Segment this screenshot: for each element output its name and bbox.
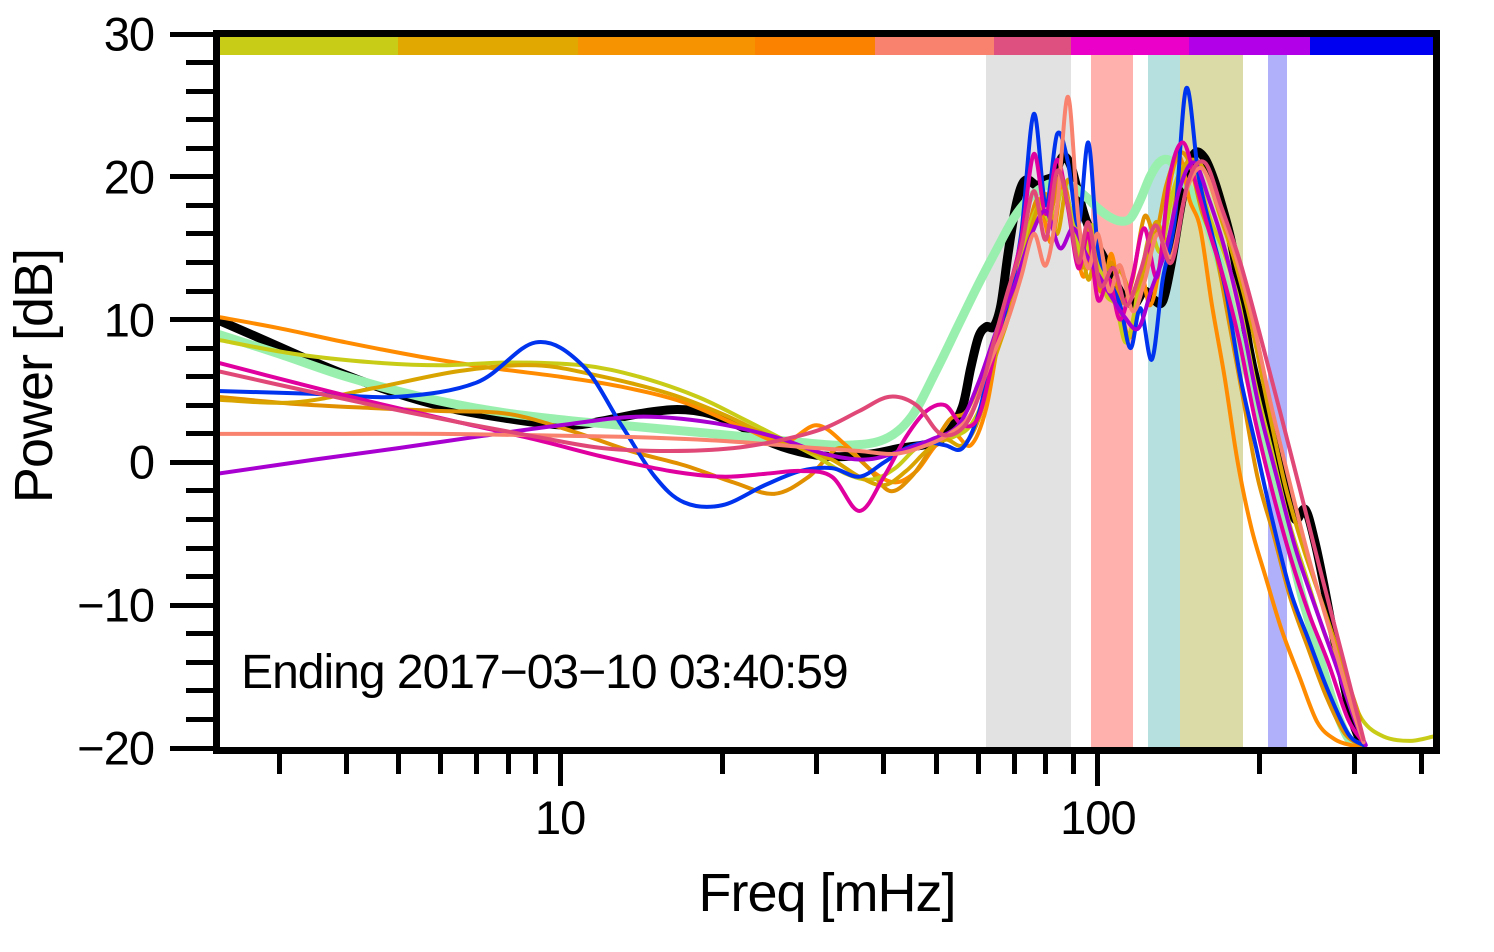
axis-frame-top	[213, 30, 1440, 37]
ending-timestamp-annotation: Ending 2017−03−10 03:40:59	[241, 646, 849, 700]
x-minor-tick	[438, 752, 444, 774]
y-minor-tick	[186, 145, 220, 151]
axis-frame-right	[1433, 30, 1440, 754]
y-axis-title: Power [dB]	[4, 248, 64, 504]
x-major-tick	[557, 752, 563, 786]
y-major-tick	[170, 745, 220, 751]
x-minor-tick	[1070, 752, 1076, 774]
y-tick-label: 10	[103, 293, 155, 347]
trace-trace-magenta	[217, 140, 1366, 745]
y-minor-tick	[186, 574, 220, 580]
y-minor-tick	[186, 117, 220, 123]
y-minor-tick	[186, 488, 220, 494]
band-pink	[1090, 48, 1133, 748]
x-minor-tick	[881, 752, 887, 774]
y-major-tick	[170, 31, 220, 37]
x-minor-tick	[1012, 752, 1018, 774]
plot-area: Ending 2017−03−10 03:40:59	[217, 34, 1433, 748]
y-tick-label: 30	[103, 7, 155, 61]
y-major-tick	[170, 459, 220, 465]
x-minor-tick	[1257, 752, 1263, 774]
x-minor-tick	[474, 752, 480, 774]
y-minor-tick	[186, 259, 220, 265]
y-minor-tick	[186, 716, 220, 722]
x-tick-label: 10	[535, 791, 586, 844]
x-minor-tick	[1419, 752, 1425, 774]
x-minor-tick	[1043, 752, 1049, 774]
y-major-tick	[170, 317, 220, 323]
y-tick-label: −20	[77, 721, 155, 775]
x-minor-tick	[533, 752, 539, 774]
x-minor-tick	[814, 752, 820, 774]
y-minor-tick	[186, 517, 220, 523]
y-minor-tick	[186, 431, 220, 437]
axis-frame-bottom	[213, 747, 1440, 754]
seg-orange	[578, 37, 755, 55]
y-minor-tick	[186, 374, 220, 380]
y-major-tick	[170, 174, 220, 180]
x-major-tick	[1095, 752, 1101, 786]
x-minor-tick	[719, 752, 725, 774]
seg-magenta	[1070, 37, 1190, 55]
seg-purple	[1189, 37, 1310, 55]
seg-yellowgreen	[217, 37, 399, 55]
y-minor-tick	[186, 288, 220, 294]
x-axis-title: Freq [mHz]	[698, 863, 956, 923]
axis-frame-left	[213, 30, 220, 754]
seg-rose	[993, 37, 1071, 55]
trace-trace-rose	[217, 159, 1366, 742]
x-minor-tick	[1351, 752, 1357, 774]
y-minor-tick	[186, 631, 220, 637]
y-tick-label: 0	[128, 435, 155, 489]
y-minor-tick	[186, 88, 220, 94]
y-minor-tick	[186, 545, 220, 551]
seg-salmon	[874, 37, 994, 55]
y-minor-tick	[186, 231, 220, 237]
y-tick-label: 20	[103, 150, 155, 204]
y-minor-tick	[186, 659, 220, 665]
y-minor-tick	[186, 202, 220, 208]
x-minor-tick	[395, 752, 401, 774]
y-minor-tick	[186, 402, 220, 408]
seg-blue	[1309, 37, 1433, 55]
seg-darkyellow	[398, 37, 579, 55]
trace-lines-layer	[217, 86, 1433, 748]
x-minor-tick	[933, 752, 939, 774]
seg-darkorange	[754, 37, 875, 55]
trace-trace-green	[217, 154, 1367, 748]
y-tick-label: −10	[77, 578, 155, 632]
x-minor-tick	[343, 752, 349, 774]
y-major-tick	[170, 602, 220, 608]
x-minor-tick	[976, 752, 982, 774]
x-minor-tick	[505, 752, 511, 774]
y-minor-tick	[186, 60, 220, 66]
x-tick-label: 100	[1060, 791, 1136, 844]
y-minor-tick	[186, 688, 220, 694]
y-minor-tick	[186, 345, 220, 351]
x-minor-tick	[276, 752, 282, 774]
